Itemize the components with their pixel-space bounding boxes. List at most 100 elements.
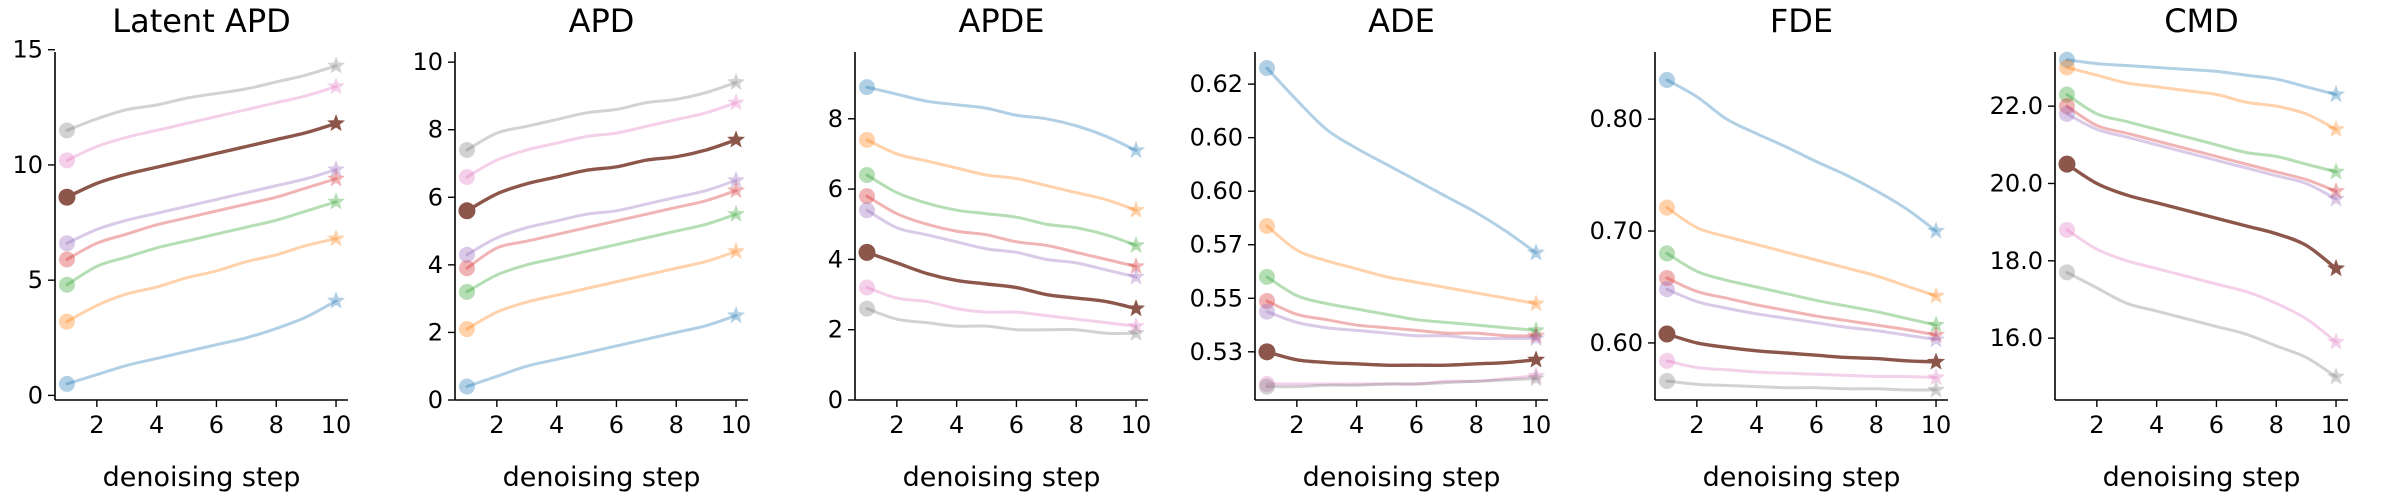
series-line [465, 249, 738, 331]
y-tick-label: 4 [828, 245, 843, 273]
series-line [1265, 350, 1538, 367]
x-tick-label: 6 [2209, 411, 2224, 439]
series-line [2065, 228, 2338, 344]
series-line [2065, 104, 2338, 193]
series-end-point [727, 181, 746, 199]
series-end-point [327, 169, 346, 187]
series-end-point [1127, 299, 1146, 317]
x-tick-label: 10 [1921, 411, 1952, 439]
x-tick-label: 8 [1069, 411, 1084, 439]
x-tick-label: 6 [209, 411, 224, 439]
x-axis-label: denoising step [2103, 462, 2301, 493]
series-line [865, 250, 1138, 311]
series-line [465, 178, 738, 257]
x-tick-label: 8 [2269, 411, 2284, 439]
series-start-point [1658, 270, 1675, 287]
y-tick-label: 2 [428, 318, 443, 346]
x-tick-label: 2 [1689, 411, 1704, 439]
series-line [1665, 206, 1938, 298]
series-line [1665, 251, 1938, 327]
series-start-point [58, 313, 75, 330]
series-start-point [58, 375, 75, 392]
series-end-point [1127, 256, 1146, 275]
y-tick-label: 4 [428, 251, 443, 279]
y-tick-label: 0.57 [1190, 231, 1243, 259]
x-tick-label: 8 [1869, 411, 1884, 439]
series-end-point [1127, 140, 1146, 159]
series-line [1665, 287, 1938, 342]
series-end-point [1527, 369, 1546, 387]
series-start-point [1258, 375, 1275, 392]
chart-title: Latent APD [112, 2, 291, 40]
series-line [865, 307, 1138, 335]
series-line [65, 85, 338, 162]
x-tick-label: 6 [1009, 411, 1024, 439]
series-line [2065, 162, 2338, 271]
y-tick-label: 0 [828, 386, 843, 414]
series-line [465, 189, 738, 270]
series-line [65, 200, 338, 287]
x-tick-label: 10 [321, 411, 352, 439]
series-end-point [2327, 181, 2346, 199]
y-tick-label: 5 [28, 266, 43, 294]
series-end-point [327, 77, 346, 95]
series-start-point [458, 202, 476, 220]
series-start-point [458, 141, 475, 158]
series-start-point [858, 279, 875, 296]
x-tick-label: 10 [1521, 411, 1552, 439]
series-end-point [727, 306, 746, 324]
series-end-point [2327, 332, 2346, 350]
series-line [2065, 93, 2338, 174]
series-start-point [858, 300, 875, 317]
series-end-point [327, 160, 346, 178]
x-axis-label: denoising step [1703, 462, 1901, 493]
series-start-point [58, 276, 75, 293]
series-start-point [2058, 98, 2075, 115]
series-end-point [727, 170, 746, 189]
chart-panel: CMD 2 4 6 8 10 16.0 18.0 20.0 22.0 denoising step [1990, 2, 2352, 493]
y-tick-label: 0.80 [1590, 105, 1643, 133]
series-start-point [458, 260, 475, 277]
series-start-point [1258, 218, 1275, 234]
series-start-point [1658, 199, 1675, 216]
y-tick-label: 0.62 [1190, 70, 1243, 98]
series-line [865, 85, 1138, 152]
x-axis-label: denoising step [103, 462, 301, 493]
series-line [1265, 310, 1538, 341]
series-line [465, 101, 738, 179]
x-tick-label: 4 [2149, 411, 2164, 439]
series-start-point [2058, 105, 2075, 122]
series-line [865, 173, 1138, 247]
x-tick-label: 4 [949, 411, 964, 439]
series-end-point [1527, 326, 1546, 344]
series-start-point [858, 243, 876, 261]
series-line [65, 64, 338, 132]
x-tick-label: 8 [269, 411, 284, 439]
x-tick-label: 6 [609, 411, 624, 439]
series-end-point [1927, 380, 1946, 398]
y-tick-label: 6 [828, 175, 843, 203]
series-end-point [1927, 315, 1946, 333]
series-start-point [1258, 343, 1276, 361]
chart-title: CMD [2164, 2, 2239, 40]
series-start-point [1658, 245, 1675, 262]
series-start-point [458, 283, 475, 300]
chart-panel: APD 2 4 6 8 10 0 2 4 6 8 10 denoising step [412, 2, 751, 493]
series-end-point [1127, 316, 1146, 334]
series-line [1665, 78, 1938, 233]
series-start-point [58, 152, 75, 169]
y-tick-label: 0.70 [1590, 217, 1643, 245]
x-axis-label: denoising step [903, 462, 1101, 493]
series-end-point [2327, 189, 2346, 207]
series-start-point [458, 378, 475, 395]
chart-title: APD [569, 2, 635, 40]
series-line [2065, 270, 2338, 379]
series-end-point [327, 229, 346, 247]
series-end-point [1527, 328, 1546, 347]
series-start-point [1658, 352, 1675, 369]
x-tick-label: 2 [89, 411, 104, 439]
x-axis-label: denoising step [503, 462, 701, 493]
series-end-point [727, 130, 746, 148]
series-start-point [458, 321, 475, 338]
series-end-point [2327, 85, 2346, 103]
